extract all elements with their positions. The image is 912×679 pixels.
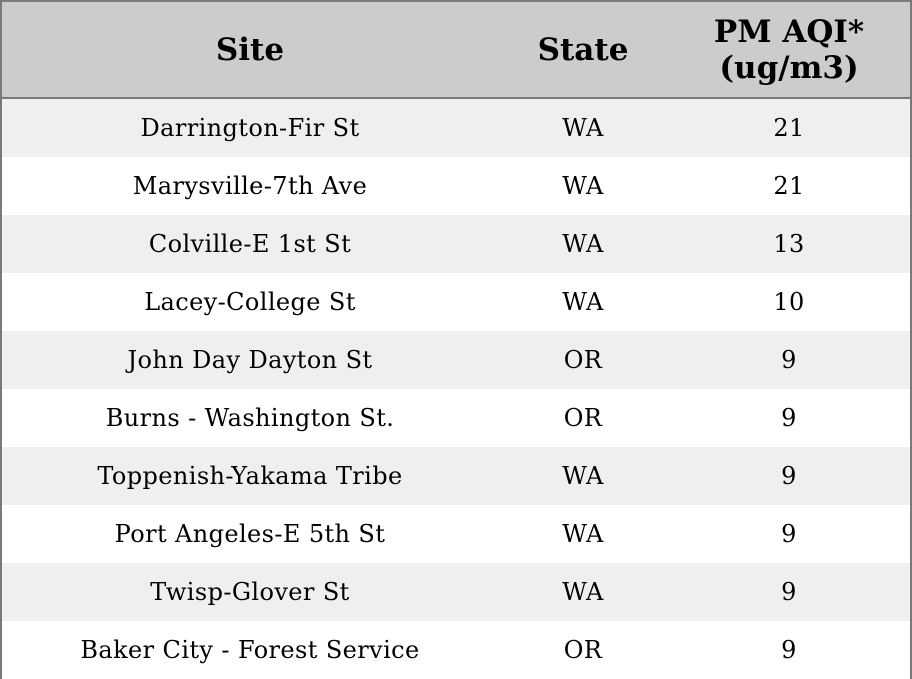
cell-pm-aqi: 21 (773, 114, 805, 142)
cell-site: Marysville-7th Ave (132, 172, 368, 200)
table-row: Port Angeles-E 5th St WA 9 (2, 505, 910, 563)
table-row: Colville-E 1st St WA 13 (2, 215, 910, 273)
cell-pm-aqi: 9 (781, 636, 797, 664)
table-header-row: Site State PM AQI* (ug/m3) (2, 2, 910, 99)
cell-site: Lacey-College St (144, 288, 356, 316)
table-row: Marysville-7th Ave WA 21 (2, 157, 910, 215)
cell-site: Darrington-Fir St (140, 114, 360, 142)
column-header-state: State (498, 2, 668, 97)
table-row: Darrington-Fir St WA 21 (2, 99, 910, 157)
cell-pm-aqi: 21 (773, 172, 805, 200)
column-header-site-label: Site (215, 31, 285, 68)
cell-pm-aqi: 13 (773, 230, 805, 258)
column-header-site: Site (2, 2, 498, 97)
cell-state: WA (562, 578, 604, 606)
table-row: Burns - Washington St. OR 9 (2, 389, 910, 447)
cell-site: Toppenish-Yakama Tribe (97, 462, 403, 490)
cell-site: Burns - Washington St. (105, 404, 395, 432)
table-row: Twisp-Glover St WA 9 (2, 563, 910, 621)
table-row: Lacey-College St WA 10 (2, 273, 910, 331)
cell-pm-aqi: 9 (781, 346, 797, 374)
cell-state: WA (562, 288, 604, 316)
cell-state: WA (562, 520, 604, 548)
cell-site: Colville-E 1st St (148, 230, 352, 258)
cell-state: WA (562, 114, 604, 142)
cell-state: WA (562, 172, 604, 200)
cell-site: John Day Dayton St (127, 346, 373, 374)
cell-pm-aqi: 10 (773, 288, 805, 316)
cell-state: OR (563, 346, 603, 374)
cell-site: Twisp-Glover St (150, 578, 350, 606)
cell-state: OR (563, 636, 603, 664)
column-header-state-label: State (537, 31, 629, 68)
cell-pm-aqi: 9 (781, 578, 797, 606)
cell-pm-aqi: 9 (781, 520, 797, 548)
cell-pm-aqi: 9 (781, 404, 797, 432)
cell-state: OR (563, 404, 603, 432)
cell-site: Port Angeles-E 5th St (114, 520, 386, 548)
table-row: Baker City - Forest Service OR 9 (2, 621, 910, 679)
cell-state: WA (562, 462, 604, 490)
cell-state: WA (562, 230, 604, 258)
table-row: John Day Dayton St OR 9 (2, 331, 910, 389)
cell-pm-aqi: 9 (781, 462, 797, 490)
table-row: Toppenish-Yakama Tribe WA 9 (2, 447, 910, 505)
column-header-pm-aqi-line-1: PM AQI* (713, 13, 865, 50)
cell-site: Baker City - Forest Service (80, 636, 420, 664)
column-header-pm-aqi: PM AQI* (ug/m3) (668, 2, 910, 97)
column-header-pm-aqi-line-2: (ug/m3) (719, 49, 859, 86)
